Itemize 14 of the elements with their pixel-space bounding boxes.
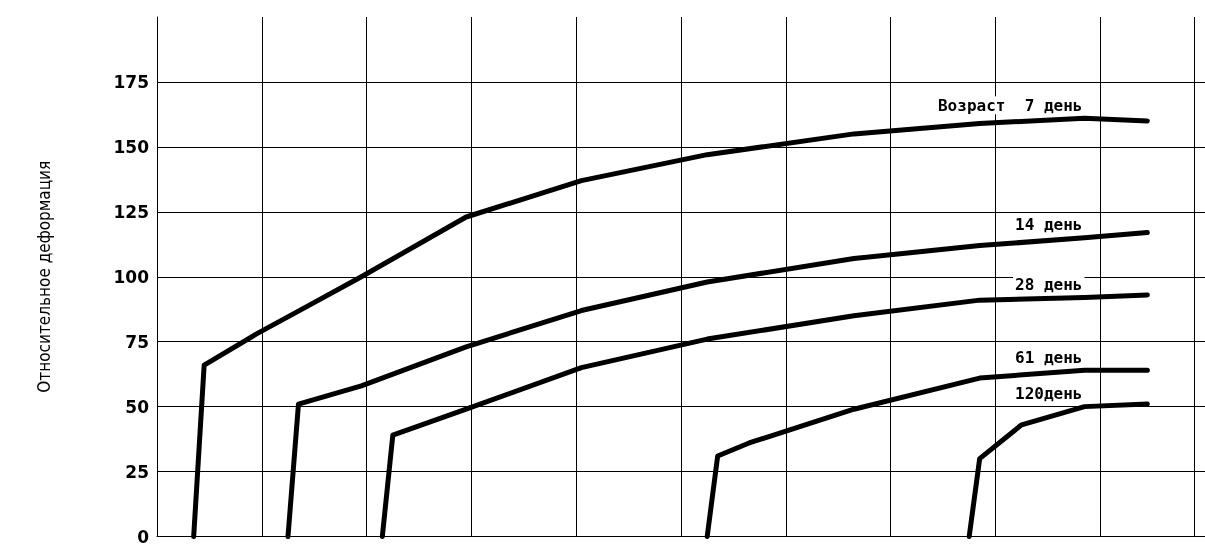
y-tick-label: 175	[113, 71, 149, 92]
y-tick-label: 25	[125, 461, 149, 482]
series-label: 120день	[1015, 384, 1083, 404]
series-label: Возраст 7 день	[937, 95, 1083, 115]
y-tick-label: 125	[113, 201, 149, 222]
y-axis-title: Относительное деформация	[33, 160, 54, 393]
y-tick-label: 100	[113, 266, 150, 287]
y-tick-label: 150	[113, 136, 150, 157]
y-tick-label: 50	[125, 396, 150, 417]
series-label: 28 день	[1015, 275, 1083, 295]
y-tick-label: 75	[125, 331, 149, 352]
y-tick-label: 0	[137, 526, 150, 545]
series-label: 61 день	[1015, 347, 1083, 367]
series-label: 14 день	[1015, 215, 1083, 235]
